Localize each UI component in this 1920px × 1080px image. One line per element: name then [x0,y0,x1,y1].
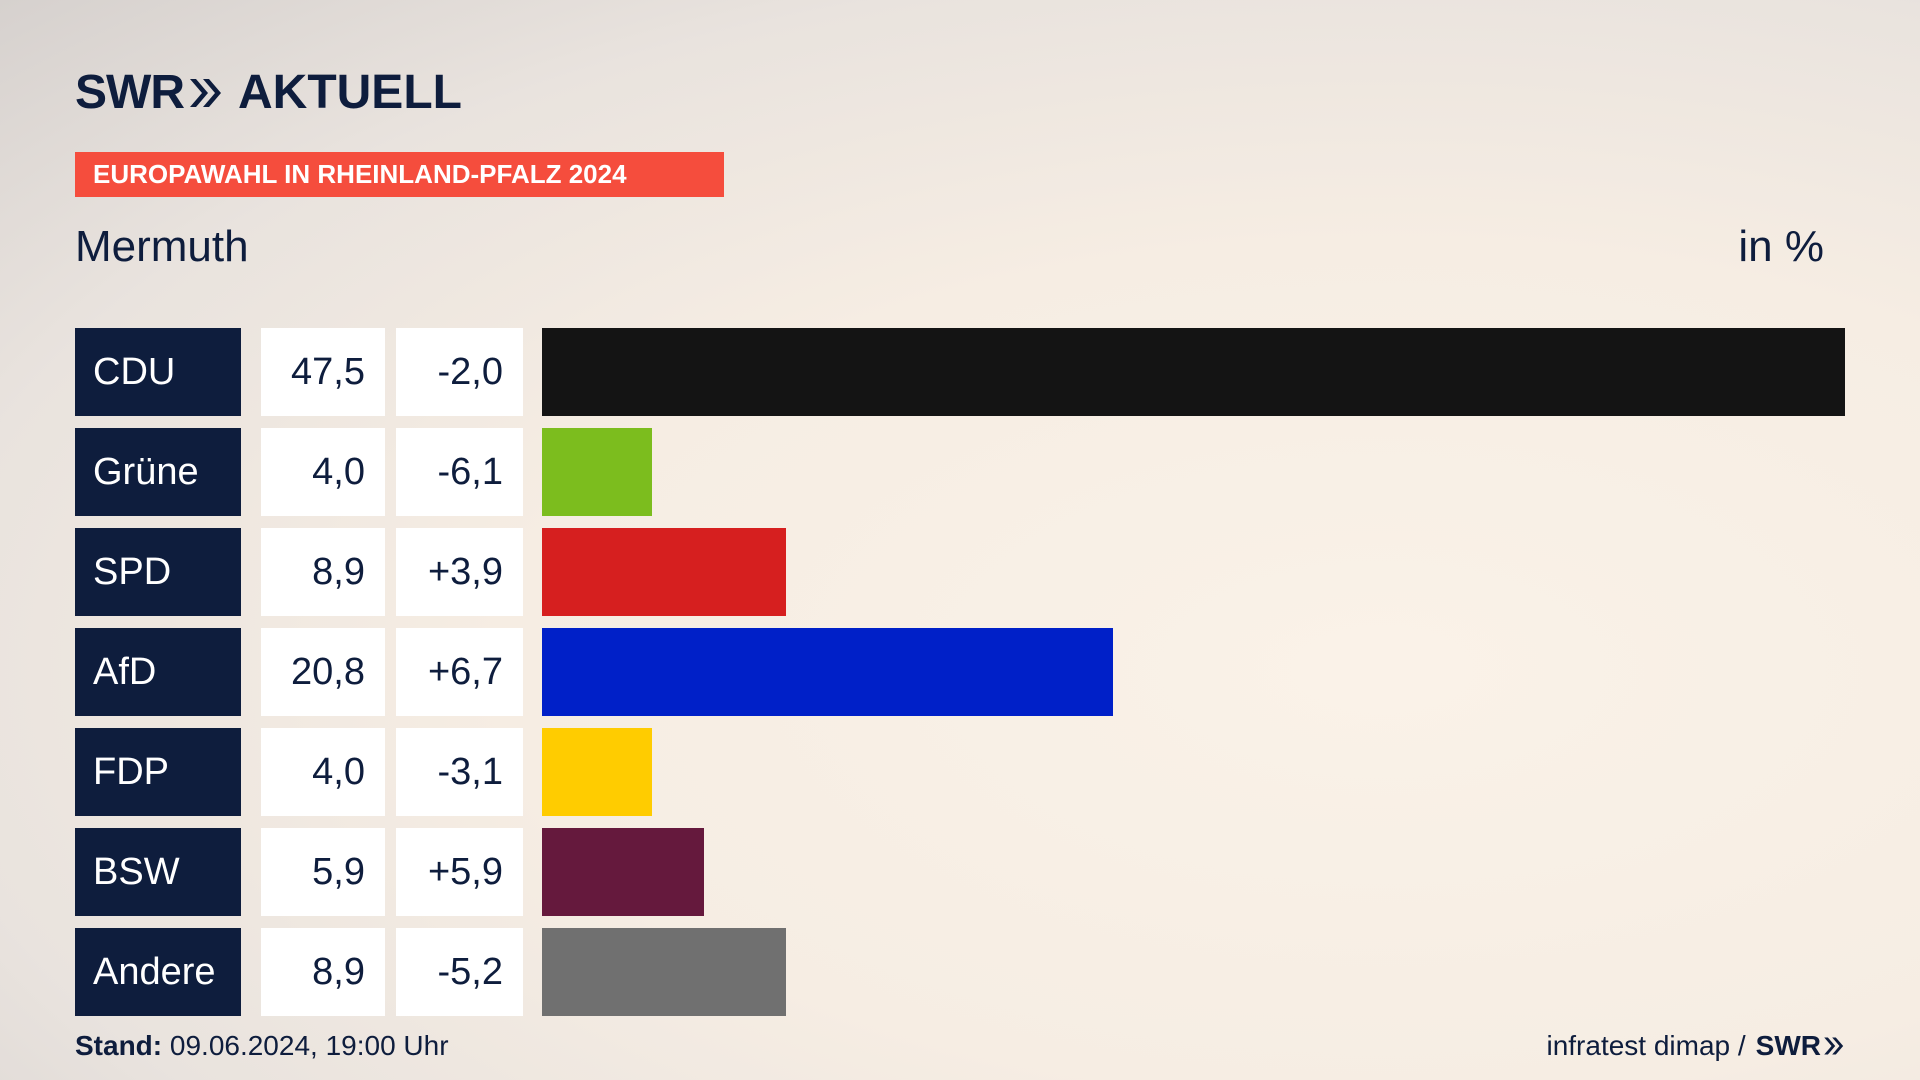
vote-share-label: 20,8 [261,628,385,716]
unit-label: in % [1738,222,1824,271]
stand-label: Stand: [75,1030,163,1061]
party-row: AfD 20,8 +6,7 [75,628,1846,716]
stand-info: Stand: 09.06.2024, 19:00 Uhr [75,1030,449,1062]
party-label: FDP [75,728,241,816]
vote-share-bar [542,428,652,516]
source-text: infratest dimap / [1546,1030,1746,1061]
change-label: +6,7 [396,628,523,716]
change-label: -5,2 [396,928,523,1016]
vote-share-label: 4,0 [261,428,385,516]
vote-share-bar [542,328,1845,416]
change-label: +3,9 [396,528,523,616]
vote-share-label: 8,9 [261,528,385,616]
party-row: BSW 5,9 +5,9 [75,828,1846,916]
source-info: infratest dimap / SWR [1546,1030,1845,1062]
vote-share-bar [542,728,652,816]
party-label: AfD [75,628,241,716]
party-row: FDP 4,0 -3,1 [75,728,1846,816]
change-label: -2,0 [396,328,523,416]
party-row: Grüne 4,0 -6,1 [75,428,1846,516]
vote-share-label: 8,9 [261,928,385,1016]
change-label: -3,1 [396,728,523,816]
vote-share-bar [542,528,786,616]
election-tag: EUROPAWAHL IN RHEINLAND-PFALZ 2024 [75,152,724,197]
party-label: SPD [75,528,241,616]
double-chevron-icon [189,78,221,107]
party-label: Andere [75,928,241,1016]
swr-aktuell-logo: SWR AKTUELL [75,65,462,120]
vote-share-bar [542,828,704,916]
double-chevron-icon [1824,1037,1844,1055]
change-label: +5,9 [396,828,523,916]
vote-share-label: 4,0 [261,728,385,816]
party-label: BSW [75,828,241,916]
vote-share-label: 47,5 [261,328,385,416]
change-label: -6,1 [396,428,523,516]
party-label: CDU [75,328,241,416]
party-row: CDU 47,5 -2,0 [75,328,1846,416]
vote-share-label: 5,9 [261,828,385,916]
party-row: Andere 8,9 -5,2 [75,928,1846,1016]
page-title: Mermuth [75,222,249,271]
vote-share-bar [542,628,1113,716]
party-label: Grüne [75,428,241,516]
logo-swr-text: SWR [75,66,185,119]
logo-aktuell-text: AKTUELL [237,66,462,119]
party-row: SPD 8,9 +3,9 [75,528,1846,616]
footer-swr-logo: SWR [1755,1030,1821,1061]
vote-share-bar [542,928,786,1016]
stand-value: 09.06.2024, 19:00 Uhr [169,1030,449,1061]
